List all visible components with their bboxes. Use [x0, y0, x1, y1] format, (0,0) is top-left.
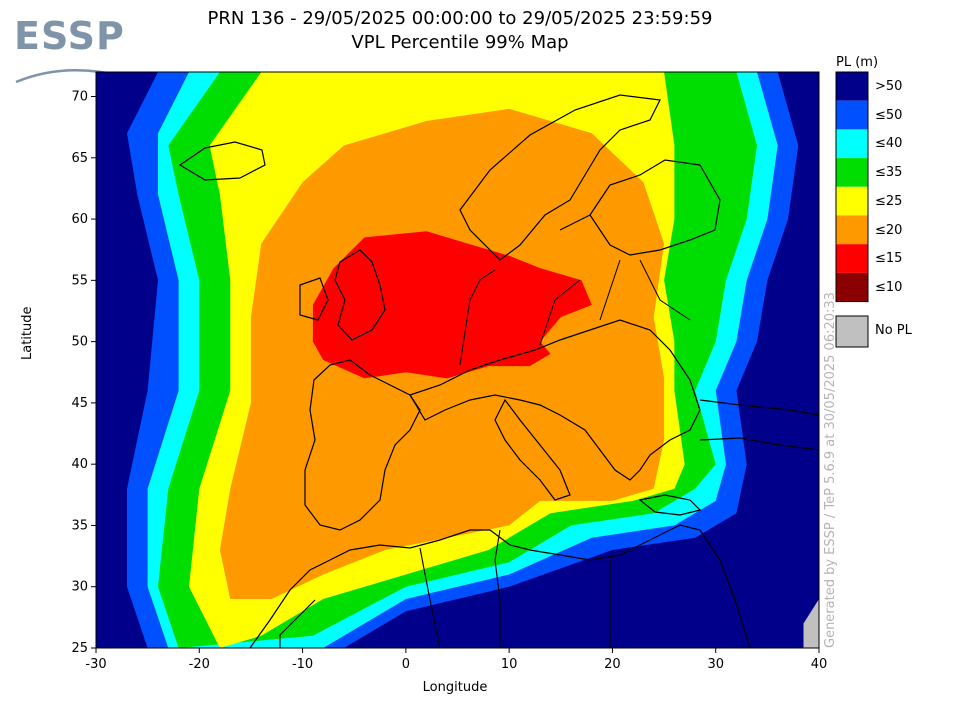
pl-band-6	[312, 231, 592, 379]
x-tick-label: 40	[811, 657, 828, 672]
legend-label: ≤35	[875, 165, 903, 181]
y-tick-label: 45	[71, 396, 88, 411]
y-axis-label: Latitude	[20, 306, 35, 360]
y-tick-label: 25	[71, 641, 88, 656]
y-axis-ticks: 25 30 35 40 45 50 55 60 65 70	[71, 90, 96, 656]
legend-label: ≤20	[875, 222, 903, 238]
y-tick-label: 50	[71, 335, 88, 350]
chart-title-line1: PRN 136 - 29/05/2025 00:00:00 to 29/05/2…	[207, 8, 713, 29]
legend-swatch	[836, 244, 868, 273]
legend-label: ≤40	[875, 136, 903, 152]
y-tick-label: 35	[71, 518, 88, 533]
legend-label: >50	[875, 79, 903, 94]
legend-swatch	[836, 186, 868, 216]
x-axis-label: Longitude	[422, 680, 488, 695]
legend-swatch	[836, 158, 868, 187]
no-pl-region	[803, 598, 819, 648]
y-tick-label: 65	[71, 151, 88, 166]
legend-swatch-no-pl	[835, 315, 869, 348]
legend-swatch	[836, 100, 868, 130]
legend-label: ≤50	[875, 107, 903, 123]
legend-title: PL (m)	[836, 55, 879, 70]
x-tick-label: 0	[402, 657, 410, 672]
legend-swatch	[836, 215, 868, 245]
plot-frame	[95, 71, 820, 649]
y-tick-label: 55	[71, 273, 88, 288]
logo-text: ESSP	[14, 14, 125, 58]
legend-colorbar	[835, 71, 869, 348]
y-tick-label: 70	[71, 90, 88, 105]
x-tick-label: -10	[292, 657, 313, 672]
x-tick-label: 10	[501, 657, 518, 672]
legend-label-no-pl: No PL	[875, 323, 912, 338]
chart-title-line2: VPL Percentile 99% Map	[351, 32, 569, 53]
y-tick-label: 40	[71, 457, 88, 472]
coastline-overlay	[178, 94, 819, 648]
legend-label: ≤25	[875, 193, 903, 209]
x-axis-ticks: -30 -20 -10 0 10 20 30 40	[85, 648, 827, 672]
x-tick-label: 30	[707, 657, 724, 672]
x-tick-label: -30	[85, 657, 106, 672]
x-tick-label: -20	[189, 657, 210, 672]
legend-swatch	[836, 129, 868, 159]
legend-frame	[835, 71, 869, 303]
legend-label: ≤10	[875, 279, 903, 295]
legend-swatch	[836, 272, 868, 302]
generated-by-watermark: Generated by ESSP / TeP 5.6.9 at 30/05/2…	[823, 292, 838, 648]
legend-label: ≤15	[875, 251, 903, 267]
legend-swatch	[836, 72, 868, 101]
x-tick-label: 20	[604, 657, 621, 672]
y-tick-label: 60	[71, 212, 88, 227]
y-tick-label: 30	[71, 580, 88, 595]
